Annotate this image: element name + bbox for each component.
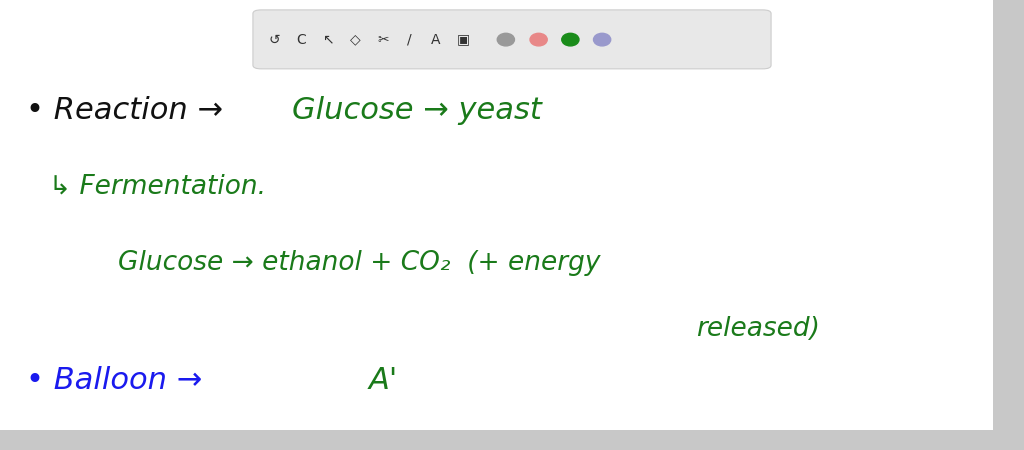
- Text: ↳ Fermentation.: ↳ Fermentation.: [49, 174, 266, 200]
- Text: ◇: ◇: [350, 32, 360, 47]
- Text: A: A: [430, 32, 440, 47]
- FancyBboxPatch shape: [993, 0, 1024, 450]
- Text: A': A': [369, 366, 398, 395]
- Ellipse shape: [530, 33, 547, 46]
- Text: ↖: ↖: [322, 32, 334, 47]
- Text: ↺: ↺: [268, 32, 281, 47]
- FancyBboxPatch shape: [0, 430, 993, 450]
- Text: ▣: ▣: [457, 32, 469, 47]
- Ellipse shape: [498, 33, 514, 46]
- Text: • Reaction →: • Reaction →: [26, 96, 222, 125]
- Text: Glucose → ethanol + CO₂  (+ energy: Glucose → ethanol + CO₂ (+ energy: [118, 250, 600, 276]
- Text: /: /: [408, 32, 412, 47]
- Ellipse shape: [594, 33, 610, 46]
- Text: ✂: ✂: [377, 32, 389, 47]
- Text: released): released): [696, 315, 820, 342]
- Text: C: C: [296, 32, 306, 47]
- Ellipse shape: [562, 33, 579, 46]
- FancyBboxPatch shape: [253, 10, 771, 69]
- Text: Glucose → yeast: Glucose → yeast: [292, 96, 542, 125]
- Text: • Balloon →: • Balloon →: [26, 366, 202, 395]
